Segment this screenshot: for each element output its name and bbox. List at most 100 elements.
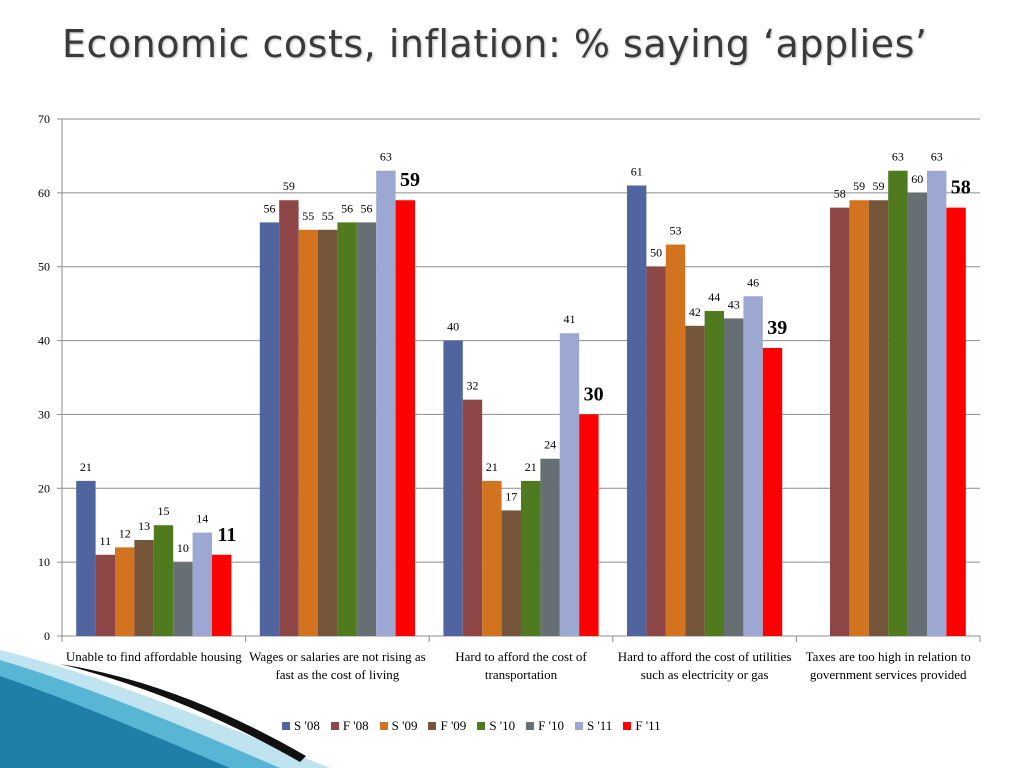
bar [134,539,154,636]
bar [115,547,135,636]
legend-label: S '08 [294,718,320,733]
y-tick-label: 70 [38,112,50,126]
data-label: 63 [931,150,943,164]
legend-item: F '11 [623,718,661,734]
decorative-swoosh [0,650,330,768]
bar [337,222,357,636]
x-category-label: Unable to find affordable housing [65,649,242,664]
legend-swatch [428,722,437,730]
data-label: 59 [873,179,885,193]
legend-item: S '11 [574,718,612,734]
bar [868,200,889,636]
bar [704,311,724,636]
legend-item: F '08 [330,718,369,734]
bar [259,222,280,636]
data-label: 17 [505,489,517,503]
legend-swatch [477,722,486,730]
y-tick-label: 30 [38,407,50,421]
bar [443,340,463,636]
bar [212,554,232,636]
data-label: 11 [217,524,236,546]
y-tick-label: 20 [38,481,50,495]
data-label: 42 [689,305,701,319]
bar [482,480,502,636]
data-label: 43 [728,297,740,311]
bar [395,200,415,636]
data-label: 60 [911,172,923,186]
data-label: 14 [196,512,208,526]
data-label: 24 [544,438,556,452]
legend-label: F '10 [538,718,564,733]
data-label: 53 [670,224,682,238]
bar [95,554,115,636]
bar [724,318,744,636]
data-label: 21 [80,460,92,474]
legend-item: F '09 [428,718,466,734]
data-label: 61 [631,164,643,178]
bar [501,510,521,636]
bar [830,207,850,636]
bar [579,414,599,636]
legend-label: F '11 [635,718,661,733]
legend-swatch [282,722,290,730]
legend-label: F '09 [440,718,467,733]
bar [376,170,396,636]
legend-item: F '10 [526,718,564,734]
legend-label: S '10 [489,718,516,733]
y-tick-label: 60 [38,186,50,200]
data-label: 63 [892,150,904,164]
data-label: 63 [380,150,392,164]
legend-item: S '10 [477,718,515,734]
bar [298,229,318,637]
bar [627,185,647,636]
data-label: 15 [158,504,170,518]
data-label: 58 [951,177,971,199]
legend-item: S '08 [282,718,320,734]
bar [521,480,541,636]
data-label: 21 [525,460,537,474]
bar [849,200,869,636]
data-label: 12 [119,526,131,540]
bar [559,333,580,636]
data-label: 13 [138,519,150,533]
bar [76,480,96,636]
data-label: 44 [708,290,720,304]
data-label: 21 [486,460,498,474]
y-tick-label: 40 [38,334,50,348]
legend-item: S '09 [379,718,418,734]
y-tick-label: 50 [38,260,50,274]
bar [685,325,705,636]
bar [318,229,338,637]
data-label: 11 [100,534,112,548]
data-label: 58 [834,187,846,201]
data-label: 46 [747,275,759,289]
legend-swatch [623,722,632,730]
slide-title: Economic costs, inflation: % saying ‘app… [62,22,928,66]
bar [462,399,483,636]
data-label: 55 [302,209,314,223]
bar [762,347,783,636]
data-label: 10 [177,541,189,555]
data-label: 56 [361,201,373,215]
legend-label: S '09 [391,718,418,733]
y-tick-label: 10 [38,555,50,569]
data-label: 39 [767,317,787,339]
data-label: 40 [447,320,459,334]
bar [907,192,927,636]
legend-swatch [574,722,583,730]
data-label: 32 [467,379,479,393]
bar [665,244,686,637]
bar [743,296,763,636]
bar [279,200,299,636]
bar [946,207,966,636]
bar [173,562,193,636]
swoosh-dark-blue [0,676,230,768]
data-label: 59 [853,179,865,193]
legend-swatch [379,722,388,730]
legend-swatch [526,722,535,730]
data-label: 50 [650,246,662,260]
data-label: 56 [264,201,276,215]
bar [927,170,947,636]
legend-swatch [330,722,339,730]
